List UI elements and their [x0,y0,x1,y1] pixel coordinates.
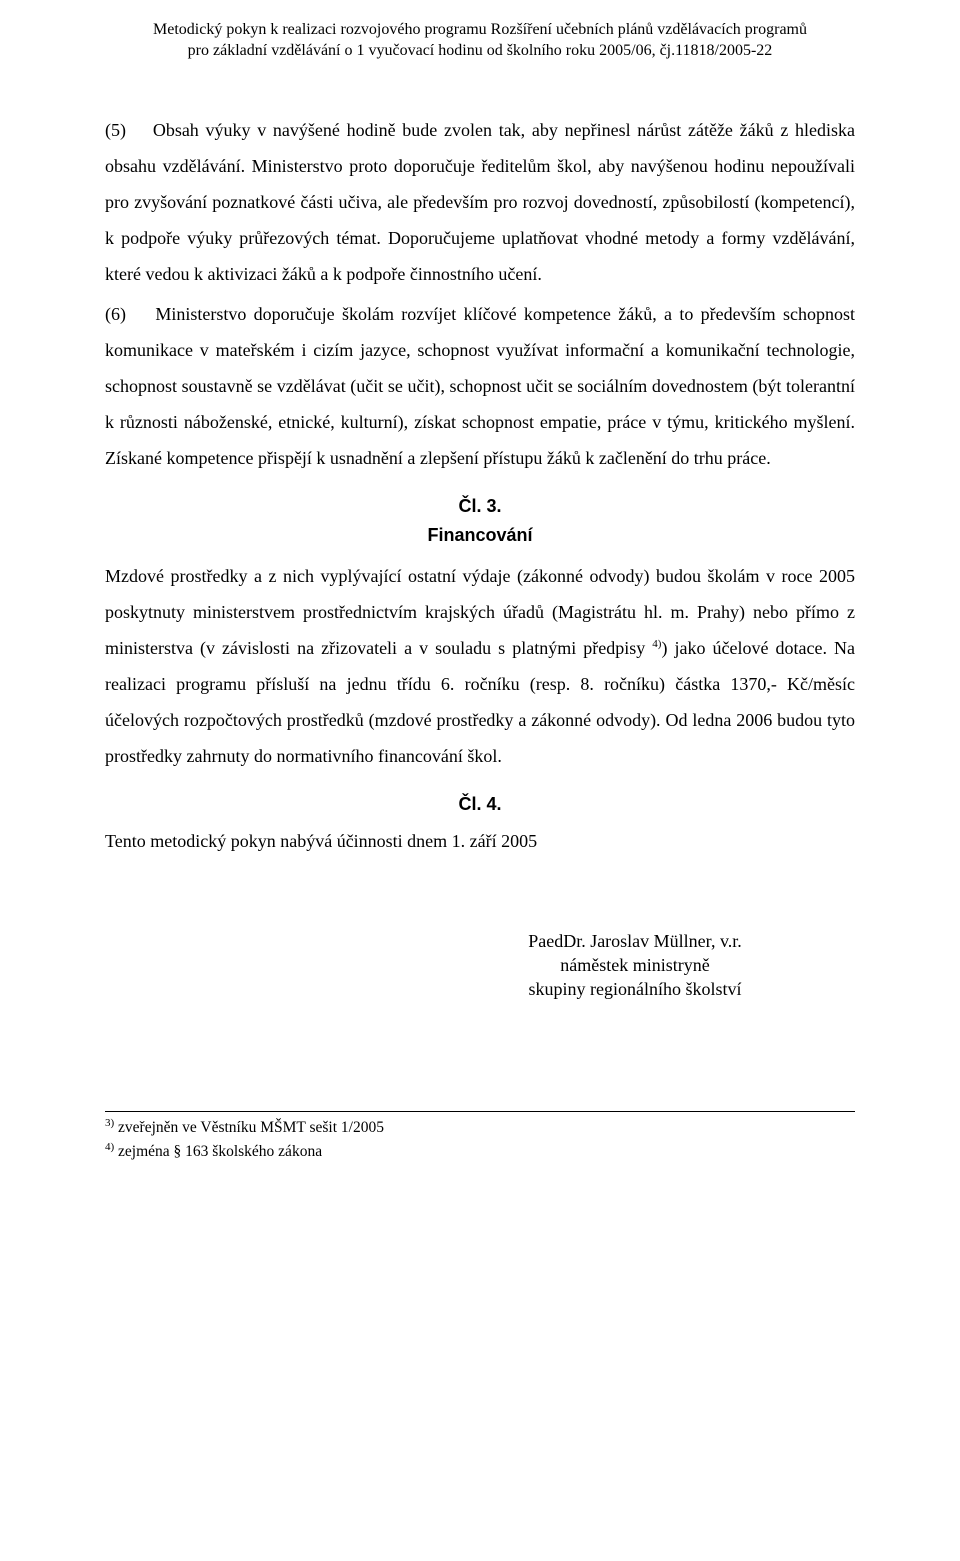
article-4-body: Tento metodický pokyn nabývá účinnosti d… [105,823,855,859]
footnote-3-marker: 3) [105,1117,114,1129]
footnote-separator [105,1111,855,1112]
paragraph-6: (6) Ministerstvo doporučuje školám rozví… [105,296,855,476]
signature-name: PaedDr. Jaroslav Müllner, v.r. [415,929,855,953]
footnote-4-marker: 4) [105,1141,114,1153]
header-line-2: pro základní vzdělávání o 1 vyučovací ho… [105,41,855,62]
document-header: Metodický pokyn k realizaci rozvojového … [105,20,855,62]
footnote-3: 3) zveřejněn ve Věstníku MŠMT sešit 1/20… [105,1116,855,1139]
article-4-heading: Čl. 4. [105,794,855,815]
article-3-heading: Čl. 3. [105,496,855,517]
article-3-body: Mzdové prostředky a z nich vyplývající o… [105,558,855,774]
signature-block: PaedDr. Jaroslav Müllner, v.r. náměstek … [415,929,855,1002]
footnote-4-text: zejména § 163 školského zákona [114,1143,322,1160]
footnote-4: 4) zejména § 163 školského zákona [105,1140,855,1163]
article-3-subheading: Financování [105,525,855,546]
paragraph-5: (5) Obsah výuky v navýšené hodině bude z… [105,112,855,292]
header-line-1: Metodický pokyn k realizaci rozvojového … [105,20,855,41]
signature-title-1: náměstek ministryně [415,953,855,977]
footnote-3-text: zveřejněn ve Věstníku MŠMT sešit 1/2005 [114,1120,384,1137]
signature-title-2: skupiny regionálního školství [415,977,855,1001]
